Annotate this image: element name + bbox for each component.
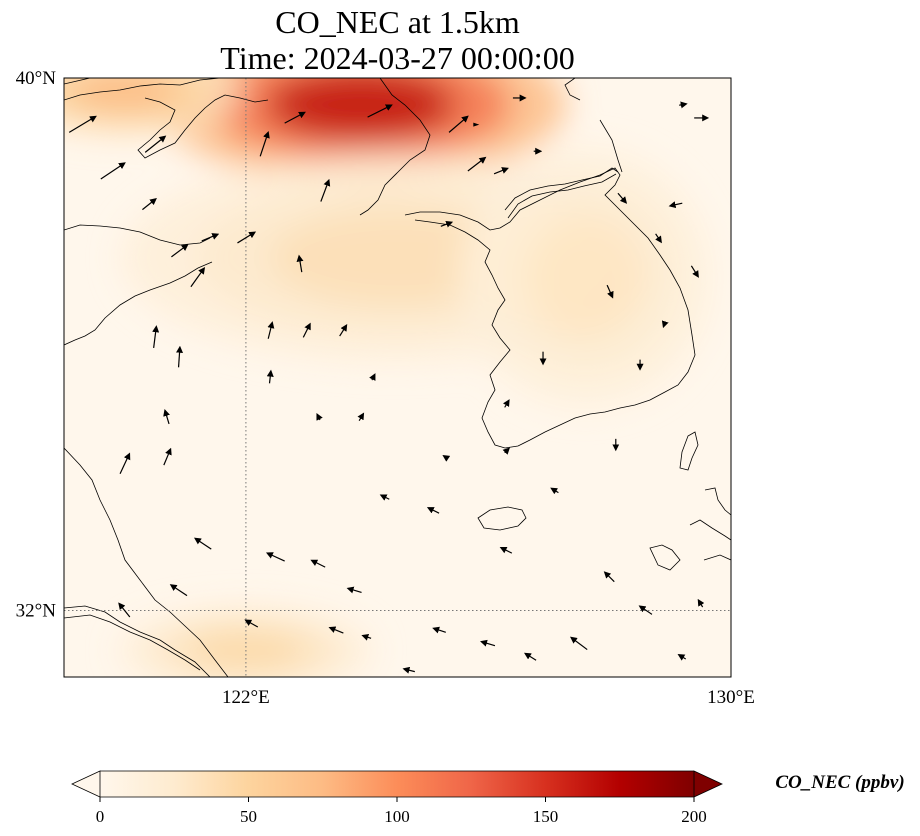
wind-arrow [310,559,326,568]
wind-arrow [259,130,270,157]
wind-arrow [603,571,615,583]
wind-arrow [302,322,311,338]
concentration-blob [70,78,180,112]
wind-arrow [190,266,206,288]
wind-arrow [679,101,688,109]
wind-arrow [284,111,306,124]
colorbar-ticks: 0 50 100 150 200 [96,797,707,826]
wind-arrow [68,115,97,133]
wind-arrow [617,192,628,204]
colorbar-tick-label: 100 [384,807,410,826]
concentration-blob [527,217,644,338]
wind-arrow [473,122,480,127]
colorbar-tick-label: 50 [240,807,257,826]
gridlines [64,78,731,677]
wind-arrow [320,178,331,202]
wind-arrow [467,156,487,172]
wind-arrow [296,254,304,273]
wind-arrow [169,584,188,597]
wind-arrow [668,201,683,209]
wind-arrow [244,619,259,628]
wind-arrow [339,324,348,337]
wind-arrow [503,399,510,408]
colorbar-tick-label: 150 [533,807,559,826]
wind-arrow [357,412,365,421]
wind-arrow [144,135,167,153]
wind-arrow [193,537,212,550]
wind-arrow [606,284,614,299]
korea-coastline [359,78,696,449]
colorbar-tick-label: 0 [96,807,105,826]
wind-arrow [570,636,588,651]
colorbar-extend-high [693,770,723,798]
wind-arrow [448,115,469,133]
kyushu-coast [649,487,731,571]
wind-arrow [480,639,496,647]
wind-arrow [118,602,131,618]
wind-arrow [237,231,257,244]
wind-arrow [266,369,274,384]
wind-arrow [201,233,220,242]
coastlines [64,78,731,677]
wind-arrow [171,243,189,258]
wind-arrow [367,104,393,118]
wind-arrow [502,447,511,455]
lon-tick-label: 122°E [222,687,270,708]
chart-title: CO_NEC at 1.5km [275,4,520,40]
wind-arrow [661,320,669,329]
wind-arrow [638,605,653,615]
wind-arrow [690,265,699,278]
wind-arrow [142,198,157,211]
wind-arrow [265,552,285,562]
jeju-island [477,506,527,531]
concentration-blob [266,78,456,141]
wind-arrow [369,373,376,381]
wind-arrow [440,220,454,228]
wind-arrow [100,162,126,180]
wind-arrow [524,652,537,661]
wind-arrow [426,507,440,514]
tsushima-island [679,431,699,471]
wind-arrow [697,598,705,608]
colorbar-tick-label: 200 [681,807,707,826]
wind-arrow [163,409,170,425]
wind-arrow [328,626,344,634]
wind-vectors [68,94,710,674]
chart-subtitle: Time: 2024-03-27 00:00:00 [220,40,575,76]
map-panel [63,77,732,678]
concentration-field [64,78,712,677]
wind-arrow [655,233,662,244]
wind-arrow [119,452,131,475]
wind-arrow [176,345,184,368]
colorbar-label: CO_NEC (ppbv) [775,772,904,793]
lon-tick-label: 130°E [707,687,755,708]
lat-tick-label: 32°N [16,600,57,621]
wind-arrow [550,487,559,495]
wind-arrow [346,586,362,594]
lat-tick-label: 40°N [16,68,57,89]
wind-arrow [499,547,513,554]
yangtze-estuary [64,614,201,671]
wind-arrow [432,626,446,634]
map-axes: 40°N 32°N 122°E 130°E [16,68,755,708]
wind-arrow [677,654,687,661]
border-line [504,167,619,219]
wind-arrow [267,321,275,339]
wind-arrow [152,325,160,349]
wind-arrow [379,494,390,501]
wind-arrow [402,666,415,674]
colorbar: 0 50 100 150 200 CO_NEC (ppbv) [71,770,905,826]
wind-arrow [361,634,372,641]
wind-arrow [163,447,172,466]
china-coastline [64,78,269,677]
wind-arrow [316,413,323,421]
colorbar-extend-low [71,770,101,798]
wind-arrow [442,454,451,462]
wind-arrow [493,167,509,175]
map-frame [63,77,732,678]
colorbar-gradient [100,771,694,797]
